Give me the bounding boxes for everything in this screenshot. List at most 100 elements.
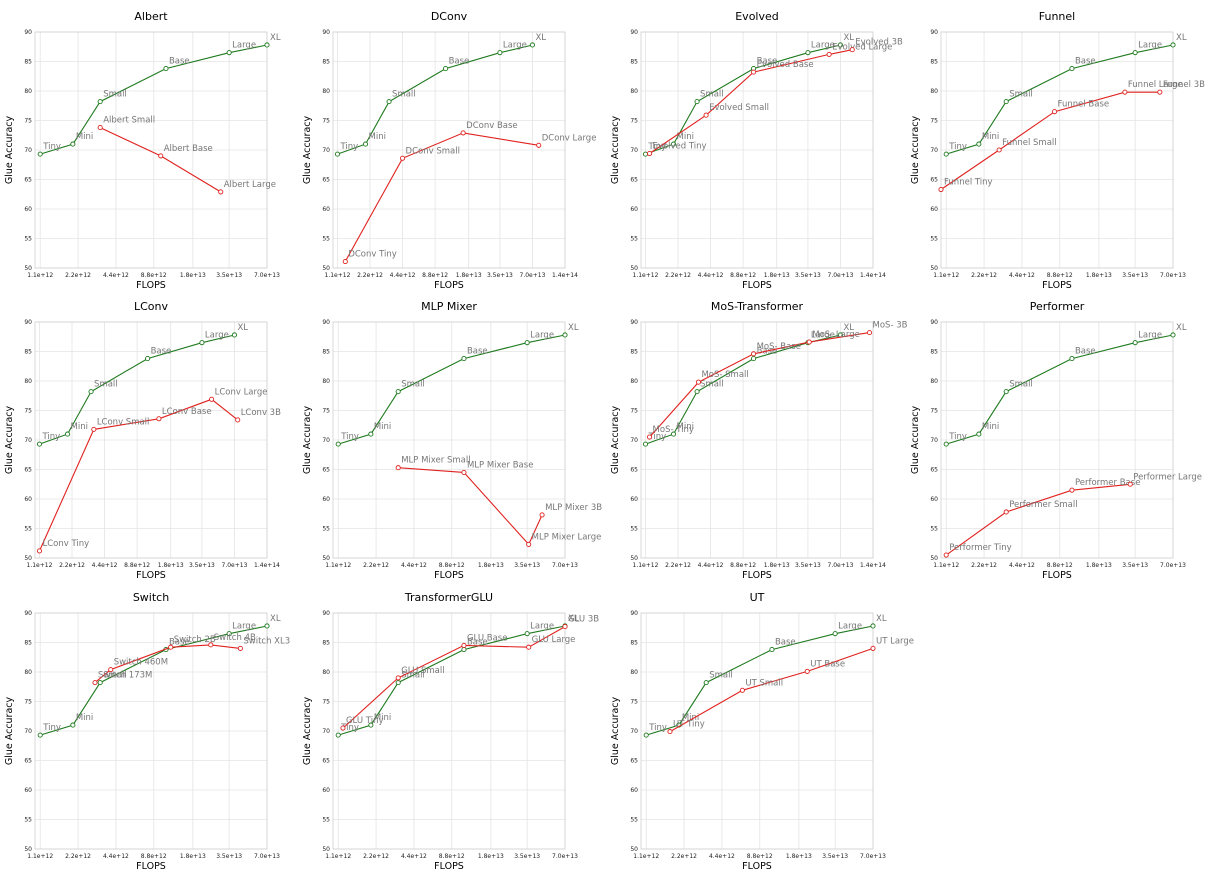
- baseline-point-label: Tiny: [41, 432, 60, 442]
- variant-point-label: DConv Small: [406, 146, 460, 156]
- x-tick-label: 4.4e+12: [401, 562, 427, 569]
- y-tick-label: 50: [322, 555, 330, 562]
- baseline-point-label: Mini: [677, 132, 694, 142]
- x-tick-label: 2.2e+12: [665, 272, 691, 279]
- variant-point: [806, 339, 812, 345]
- x-tick-label: 8.8e+12: [1047, 562, 1073, 569]
- y-tick-label: 75: [24, 118, 32, 125]
- y-tick-label: 80: [630, 378, 638, 385]
- x-tick-label: 3.5e+13: [795, 562, 821, 569]
- y-tick-label: 85: [630, 640, 638, 647]
- x-tick-label: 1.8e+13: [1086, 562, 1112, 569]
- variant-point-label: Funnel Large: [1128, 80, 1183, 90]
- y-tick-label: 65: [930, 467, 938, 474]
- chart-title: MoS-Transformer: [711, 300, 804, 313]
- baseline-point: [264, 42, 270, 48]
- chart-panel-ut: UT 50 55 60 65 70 75 80 85 90 1.1e+12 2.2e+12 4.4e+1…: [606, 581, 914, 872]
- x-tick-label: 4.4e+12: [92, 562, 118, 569]
- baseline-point-label: Tiny: [948, 432, 967, 442]
- baseline-line: [946, 44, 1174, 155]
- y-tick-label: 70: [630, 728, 638, 735]
- x-tick-label: 8.8e+12: [141, 853, 167, 860]
- variant-point-label: GLU Base: [467, 633, 508, 643]
- y-tick-label: 65: [322, 467, 330, 474]
- variant-point: [526, 541, 532, 547]
- baseline-point: [386, 99, 392, 105]
- x-tick-label: 8.8e+12: [439, 853, 465, 860]
- baseline-point-label: Base: [169, 57, 190, 67]
- variant-point-label: UT Base: [810, 659, 845, 669]
- y-tick-label: 50: [630, 265, 638, 272]
- x-tick-label: 1.8e+13: [786, 853, 812, 860]
- baseline-point-label: Mini: [369, 132, 386, 142]
- variant-point: [237, 645, 243, 651]
- x-tick-label: 1.8e+13: [180, 853, 206, 860]
- x-tick-label: 3.5e+13: [822, 853, 848, 860]
- variant-point: [461, 469, 467, 475]
- variant-point: [92, 680, 98, 686]
- variant-point: [943, 552, 949, 558]
- y-tick-label: 70: [322, 437, 330, 444]
- baseline-point: [70, 722, 76, 728]
- baseline-point-label: Mini: [76, 713, 93, 723]
- variant-point: [1157, 89, 1163, 95]
- y-tick-label: 75: [930, 408, 938, 415]
- variant-point: [342, 258, 348, 265]
- variant-point: [826, 51, 832, 57]
- baseline-point-label: Mini: [374, 713, 391, 723]
- y-tick-label: 85: [322, 349, 330, 356]
- variant-point-label: MoS- Tiny: [653, 425, 694, 435]
- variant-point-label: MLP Mixer 3B: [545, 503, 602, 513]
- y-tick-label: 75: [630, 408, 638, 415]
- x-tick-label: 3.5e+13: [1122, 272, 1148, 279]
- x-tick-label: 7.0e+13: [552, 853, 578, 860]
- x-tick-label: 1.4e+14: [254, 562, 280, 569]
- x-tick-label: 4.4e+12: [698, 562, 724, 569]
- variant-point-label: Funnel Base: [1058, 100, 1110, 110]
- y-tick-label: 90: [630, 319, 638, 326]
- baseline-line: [645, 44, 841, 155]
- x-axis-label: FLOPS: [434, 570, 464, 581]
- y-tick-label: 80: [24, 669, 32, 676]
- y-tick-label: 60: [630, 496, 638, 503]
- baseline-point: [1170, 332, 1176, 338]
- variant-point-label: Albert Large: [224, 180, 276, 190]
- baseline-point: [976, 431, 982, 437]
- variant-point-label: LConv 3B: [241, 408, 281, 418]
- baseline-point-label: Base: [151, 347, 172, 357]
- chart-title: MLP Mixer: [421, 300, 477, 313]
- y-tick-label: 55: [930, 526, 938, 533]
- plot-frame: [640, 612, 874, 850]
- y-tick-label: 55: [630, 817, 638, 824]
- y-tick-label: 70: [930, 147, 938, 154]
- variant-point: [996, 147, 1002, 153]
- x-tick-label: 2.2e+12: [671, 853, 697, 860]
- plot-frame: [332, 321, 566, 559]
- variant-point-label: Performer Large: [1133, 472, 1202, 482]
- y-tick-label: 65: [630, 467, 638, 474]
- y-tick-label: 85: [930, 349, 938, 356]
- y-tick-label: 90: [24, 610, 32, 617]
- baseline-point-label: Large: [811, 331, 835, 341]
- x-tick-label: 2.2e+12: [65, 272, 91, 279]
- y-tick-label: 90: [630, 29, 638, 36]
- x-tick-label: 2.2e+12: [363, 562, 389, 569]
- y-tick-label: 75: [24, 699, 32, 706]
- variant-point: [526, 644, 532, 650]
- variant-point-label: Evolved Small: [709, 103, 769, 113]
- baseline-point: [670, 141, 677, 147]
- y-tick-label: 65: [24, 758, 32, 765]
- chart-title: Switch: [133, 591, 169, 604]
- variant-point: [647, 150, 653, 157]
- baseline-point-label: XL: [270, 33, 281, 43]
- variant-point: [1069, 487, 1075, 493]
- variant-point-label: LConv Tiny: [42, 539, 89, 549]
- variant-point-label: MoS- Small: [701, 370, 748, 380]
- baseline-point: [97, 680, 103, 686]
- baseline-point: [461, 356, 467, 362]
- variant-point: [156, 416, 162, 422]
- variant-point: [208, 642, 214, 648]
- x-axis-label: FLOPS: [136, 861, 166, 872]
- baseline-point-label: Tiny: [948, 142, 967, 152]
- plot-frame: [940, 31, 1174, 269]
